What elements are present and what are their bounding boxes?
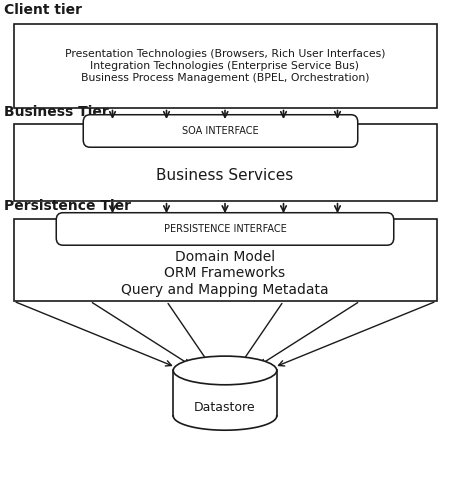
Text: Domain Model
ORM Frameworks
Query and Mapping Metadata: Domain Model ORM Frameworks Query and Ma…	[121, 250, 329, 297]
FancyBboxPatch shape	[14, 24, 436, 108]
Text: Business Services: Business Services	[157, 168, 293, 184]
Text: PERSISTENCE INTERFACE: PERSISTENCE INTERFACE	[164, 224, 286, 234]
Text: Datastore: Datastore	[194, 401, 256, 414]
Ellipse shape	[173, 356, 277, 385]
FancyBboxPatch shape	[14, 219, 436, 301]
FancyBboxPatch shape	[83, 115, 358, 147]
Text: Persistence Tier: Persistence Tier	[4, 199, 131, 213]
FancyBboxPatch shape	[14, 124, 436, 201]
FancyBboxPatch shape	[173, 370, 277, 416]
Text: Business Tier: Business Tier	[4, 106, 109, 120]
FancyBboxPatch shape	[56, 213, 394, 245]
Text: SOA INTERFACE: SOA INTERFACE	[182, 126, 259, 136]
Text: Client tier: Client tier	[4, 3, 82, 17]
Text: Presentation Technologies (Browsers, Rich User Interfaces)
Integration Technolog: Presentation Technologies (Browsers, Ric…	[65, 49, 385, 83]
